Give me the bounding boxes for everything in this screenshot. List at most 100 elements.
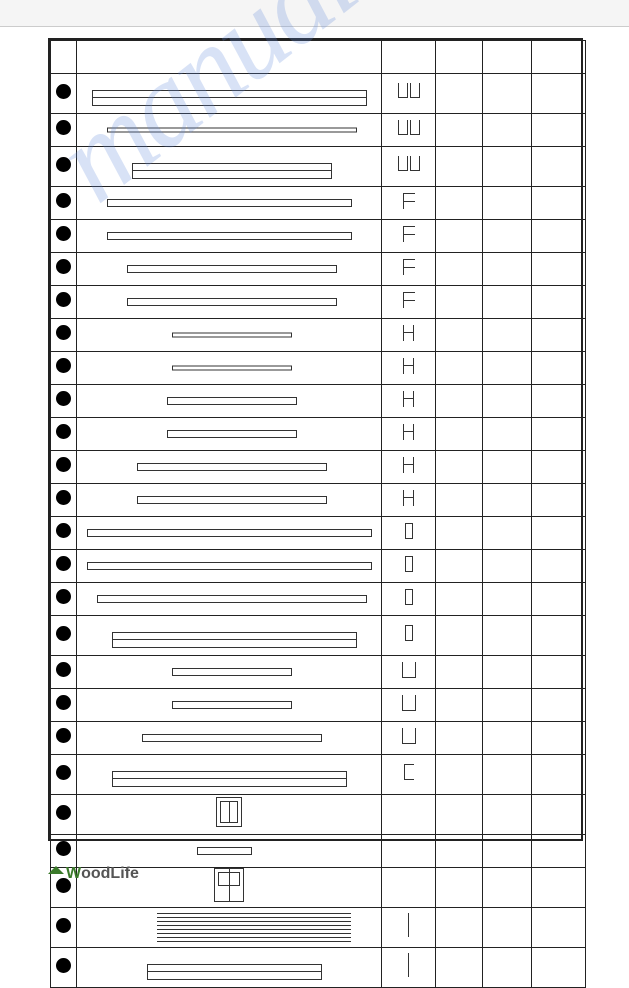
table-row [51,722,586,755]
empty-cell [436,385,483,418]
empty-cell [532,74,586,114]
dot-cell [51,583,77,616]
part-drawing-cell [77,147,382,187]
plank-icon [167,430,297,438]
empty-cell [436,74,483,114]
plank-icon [172,333,292,338]
bullet-icon [56,259,71,274]
part-drawing-cell [77,114,382,147]
empty-cell [483,253,532,286]
dot-cell [51,74,77,114]
empty-cell [483,319,532,352]
bullet-icon [56,918,71,933]
dot-cell [51,689,77,722]
plank-icon [167,397,297,405]
part-drawing-cell [77,689,382,722]
empty-cell [532,583,586,616]
table-row [51,550,586,583]
empty-cell [532,41,586,74]
empty-cell [532,451,586,484]
empty-cell [532,385,586,418]
profile-cell [382,722,436,755]
empty-cell [436,689,483,722]
bullet-icon [56,157,71,172]
empty-cell [483,385,532,418]
profile-cell [382,418,436,451]
dot-cell [51,418,77,451]
profile-cell [382,451,436,484]
empty-cell [436,722,483,755]
empty-cell [436,835,483,868]
empty-cell [532,352,586,385]
bullet-icon [56,391,71,406]
bullet-icon [56,358,71,373]
plank-icon [137,463,327,471]
profile-icon [402,662,416,678]
empty-cell [483,451,532,484]
empty-cell [436,187,483,220]
part-drawing-cell [77,187,382,220]
profile-icon [403,292,415,308]
rod-icon [408,913,409,937]
empty-cell [436,286,483,319]
profile-icon [402,695,416,711]
dot-cell [51,550,77,583]
empty-cell [483,795,532,835]
part-drawing-cell [77,352,382,385]
part-drawing-cell [77,220,382,253]
empty-cell [532,755,586,795]
table-row [51,74,586,114]
dot-cell [51,616,77,656]
plank-icon [112,632,357,640]
part-drawing-cell [77,948,382,988]
table-row [51,114,586,147]
dot-cell [51,484,77,517]
empty-cell [483,418,532,451]
empty-cell [483,616,532,656]
bullet-icon [56,226,71,241]
bullet-icon [56,805,71,820]
plank-icon [127,298,337,306]
empty-cell [436,319,483,352]
empty-cell [532,253,586,286]
empty-cell [483,722,532,755]
dot-cell [51,517,77,550]
empty-cell [436,41,483,74]
dot-cell [51,352,77,385]
empty-cell [436,484,483,517]
empty-cell [436,908,483,948]
part-drawing-cell [77,656,382,689]
profile-cell [382,583,436,616]
profile-cell [382,114,436,147]
table-row [51,795,586,835]
empty-cell [436,583,483,616]
empty-cell [483,352,532,385]
door-icon [214,868,244,902]
dot-cell [51,755,77,795]
plank-icon [132,163,332,171]
empty-cell [436,550,483,583]
window-icon [216,797,242,827]
dot-cell [51,187,77,220]
plank-icon [107,232,352,240]
profile-cell [382,484,436,517]
dot-cell [51,220,77,253]
table-row [51,286,586,319]
table-row [51,41,586,74]
empty-cell [483,147,532,187]
plank-icon [112,771,347,779]
part-drawing-cell [77,722,382,755]
empty-cell [532,908,586,948]
empty-cell [532,868,586,908]
house-icon [48,866,64,878]
bullet-icon [56,523,71,538]
profile-cell [382,795,436,835]
part-drawing-cell [77,253,382,286]
empty-cell [532,319,586,352]
bullet-icon [56,626,71,641]
profile-icon [405,523,413,539]
table-row [51,583,586,616]
profile-cell [382,253,436,286]
empty-cell [532,418,586,451]
empty-cell [483,656,532,689]
